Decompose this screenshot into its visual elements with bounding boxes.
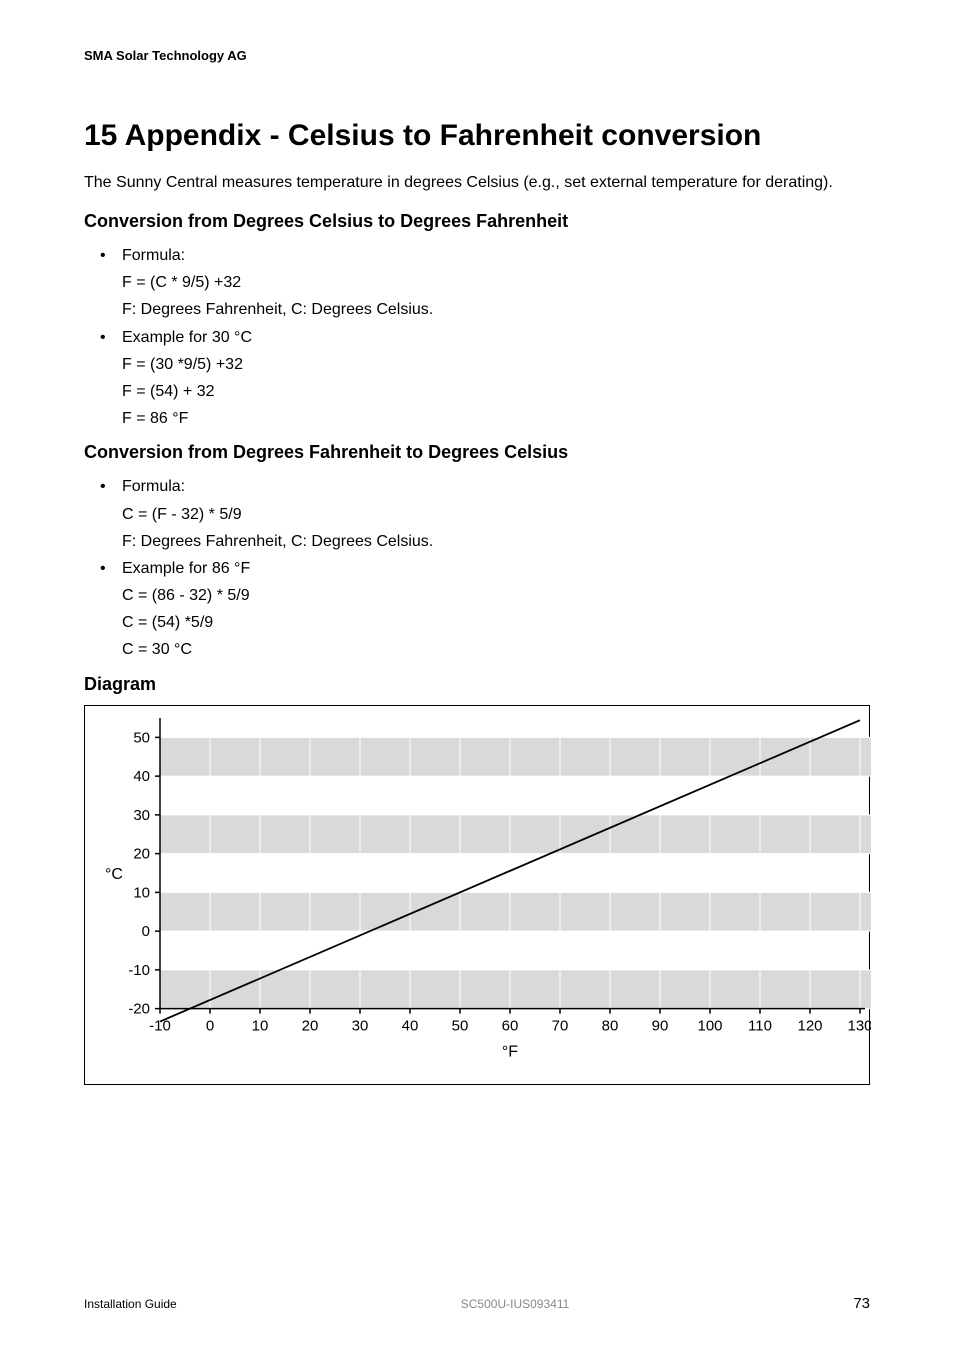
item-line: F = (54) + 32 xyxy=(122,378,870,405)
footer-left: Installation Guide xyxy=(84,1297,177,1311)
page-title: 15 Appendix - Celsius to Fahrenheit conv… xyxy=(84,119,870,153)
svg-text:-10: -10 xyxy=(149,1017,171,1034)
svg-text:60: 60 xyxy=(502,1017,519,1034)
item-label: Formula: xyxy=(122,478,185,495)
svg-text:°F: °F xyxy=(502,1043,518,1060)
svg-text:40: 40 xyxy=(402,1017,419,1034)
svg-text:20: 20 xyxy=(302,1017,319,1034)
svg-text:°C: °C xyxy=(105,866,123,883)
item-line: F = (30 *9/5) +32 xyxy=(122,351,870,378)
svg-text:130: 130 xyxy=(847,1017,871,1034)
item-label: Formula: xyxy=(122,247,185,264)
svg-text:20: 20 xyxy=(133,845,150,862)
svg-text:50: 50 xyxy=(133,729,150,746)
section2-list: Formula: C = (F - 32) * 5/9 F: Degrees F… xyxy=(84,473,870,663)
company-name: SMA Solar Technology AG xyxy=(84,48,247,63)
item-label: Example for 30 °C xyxy=(122,329,252,346)
section1-list: Formula: F = (C * 9/5) +32 F: Degrees Fa… xyxy=(84,242,870,432)
item-line: C = 30 °C xyxy=(122,636,870,663)
item-line: F = 86 °F xyxy=(122,405,870,432)
page-footer: Installation Guide SC500U-IUS093411 73 xyxy=(84,1295,870,1312)
svg-text:-10: -10 xyxy=(128,962,150,979)
svg-text:30: 30 xyxy=(133,807,150,824)
svg-text:90: 90 xyxy=(652,1017,669,1034)
conversion-chart: -20-1001020304050-1001020304050607080901… xyxy=(84,705,870,1085)
svg-text:70: 70 xyxy=(552,1017,569,1034)
svg-text:0: 0 xyxy=(206,1017,214,1034)
svg-text:80: 80 xyxy=(602,1017,619,1034)
svg-text:10: 10 xyxy=(133,884,150,901)
footer-mid: SC500U-IUS093411 xyxy=(461,1297,570,1311)
item-line: C = (86 - 32) * 5/9 xyxy=(122,582,870,609)
item-line: F: Degrees Fahrenheit, C: Degrees Celsiu… xyxy=(122,528,870,555)
item-label: Example for 86 °F xyxy=(122,560,250,577)
list-item: Formula: C = (F - 32) * 5/9 F: Degrees F… xyxy=(122,473,870,555)
section2-heading: Conversion from Degrees Fahrenheit to De… xyxy=(84,442,870,463)
svg-text:100: 100 xyxy=(697,1017,722,1034)
diagram-heading: Diagram xyxy=(84,674,870,695)
list-item: Example for 30 °C F = (30 *9/5) +32 F = … xyxy=(122,324,870,433)
svg-text:40: 40 xyxy=(133,768,150,785)
page-header: SMA Solar Technology AG xyxy=(84,48,870,63)
svg-text:110: 110 xyxy=(748,1017,772,1034)
section1-heading: Conversion from Degrees Celsius to Degre… xyxy=(84,211,870,232)
chart-svg: -20-1001020304050-1001020304050607080901… xyxy=(85,706,871,1086)
item-line: C = (F - 32) * 5/9 xyxy=(122,501,870,528)
item-line: C = (54) *5/9 xyxy=(122,609,870,636)
svg-text:30: 30 xyxy=(352,1017,369,1034)
item-line: F: Degrees Fahrenheit, C: Degrees Celsiu… xyxy=(122,296,870,323)
intro-text: The Sunny Central measures temperature i… xyxy=(84,171,870,195)
svg-text:-20: -20 xyxy=(128,1000,150,1017)
footer-right: 73 xyxy=(853,1295,870,1312)
svg-text:10: 10 xyxy=(252,1017,269,1034)
list-item: Formula: F = (C * 9/5) +32 F: Degrees Fa… xyxy=(122,242,870,324)
list-item: Example for 86 °F C = (86 - 32) * 5/9 C … xyxy=(122,555,870,664)
svg-text:0: 0 xyxy=(142,923,150,940)
svg-text:120: 120 xyxy=(797,1017,822,1034)
svg-text:50: 50 xyxy=(452,1017,469,1034)
item-line: F = (C * 9/5) +32 xyxy=(122,269,870,296)
